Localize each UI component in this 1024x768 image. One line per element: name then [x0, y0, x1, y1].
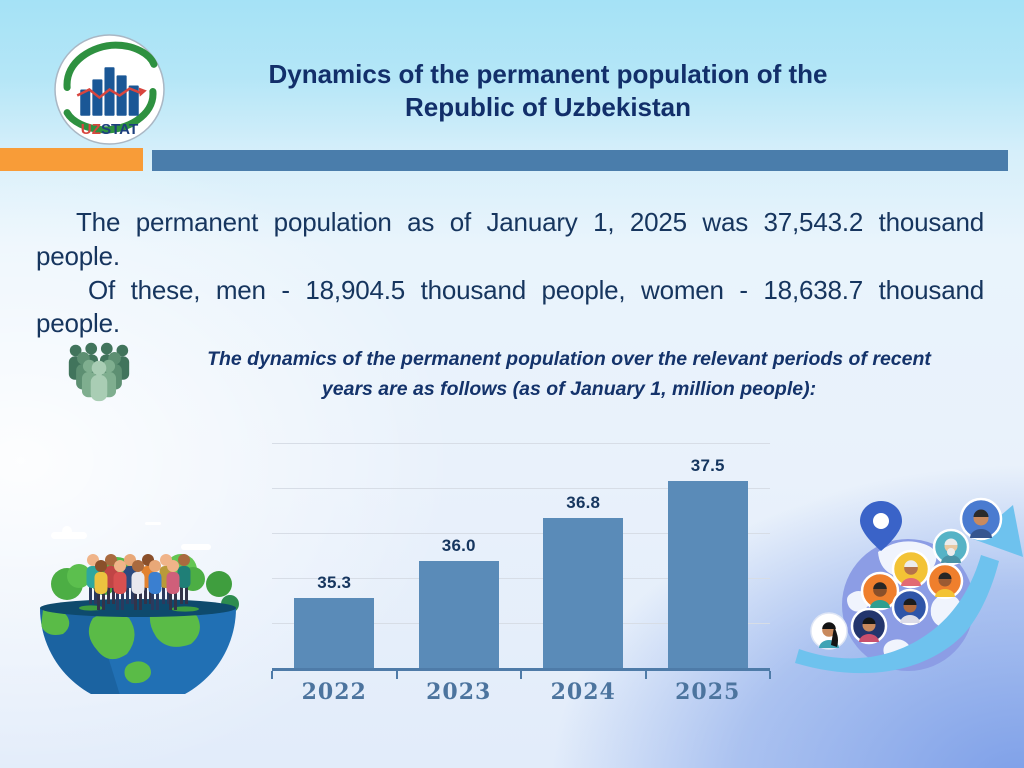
chart-plot: 35.3 36.0 36.8 37.5 — [272, 443, 770, 668]
logo-trend-line — [76, 87, 141, 100]
logo-swoosh-top — [63, 41, 158, 92]
bar-2024 — [543, 518, 624, 668]
globe-avatars-growth-arrow-illustration — [795, 497, 1023, 674]
logo-swoosh-bottom — [63, 87, 157, 134]
bar-value-label: 37.5 — [690, 456, 725, 475]
chart-caption-line2: years are as follows (as of January 1, m… — [321, 378, 817, 401]
bar-value-label: 36.8 — [566, 493, 601, 512]
chart-caption: The dynamics of the permanent population… — [145, 344, 993, 404]
x-axis-label: 2022 — [301, 679, 367, 705]
body-text: The permanent population as of January 1… — [36, 206, 984, 341]
bar-2023 — [418, 561, 499, 668]
x-axis-label: 2025 — [675, 679, 741, 705]
paragraph-men-women: Of these, men - 18,904.5 thousand people… — [36, 274, 984, 339]
page-title: Dynamics of the permanent population of … — [168, 58, 928, 123]
axis-tick — [644, 671, 647, 679]
bar-slot: 35.3 — [272, 573, 397, 668]
bar-value-label: 36.0 — [441, 536, 476, 555]
page-title-line1: Dynamics of the permanent population of … — [268, 59, 828, 89]
bar-value-label: 35.3 — [317, 573, 352, 592]
logo-text: UZSTAT — [81, 121, 139, 138]
blue-accent-bar — [152, 150, 1008, 171]
chart-caption-line1: The dynamics of the permanent population… — [207, 348, 931, 370]
bar-chart: 35.3 36.0 36.8 37.5 2022 2023 2024 2025 — [271, 443, 771, 705]
bar-2025 — [667, 481, 748, 668]
logo-text-stat: STAT — [101, 121, 139, 138]
crowd-of-people-icon — [86, 554, 191, 610]
logo-text-uz: UZ — [81, 121, 101, 138]
cloud-icon — [51, 522, 211, 550]
bar-slot: 36.8 — [521, 493, 646, 668]
chart-xlabels: 2022 2023 2024 2025 — [272, 679, 770, 705]
axis-tick — [520, 671, 522, 679]
earth-with-people-illustration — [40, 522, 239, 694]
axis-tick — [769, 671, 771, 679]
logo-trend-arrow — [138, 87, 147, 97]
location-pin-icon — [860, 501, 902, 551]
x-axis-label: 2023 — [426, 679, 492, 705]
earth-icon — [40, 599, 236, 694]
chart-axis — [271, 668, 771, 679]
people-group-icon — [68, 342, 130, 402]
axis-tick — [271, 671, 273, 679]
axis-tick — [395, 671, 398, 679]
bar-slot: 36.0 — [397, 536, 522, 668]
x-axis-label: 2024 — [550, 679, 616, 705]
uzstat-logo-icon: UZSTAT — [54, 34, 165, 145]
avatar — [810, 497, 1003, 650]
orange-accent-bar — [0, 148, 143, 171]
bar-slot: 37.5 — [646, 456, 771, 668]
bar-2022 — [294, 598, 375, 668]
page-title-line2: Republic of Uzbekistan — [404, 91, 692, 122]
paragraph-total-population: The permanent population as of January 1… — [36, 207, 984, 271]
